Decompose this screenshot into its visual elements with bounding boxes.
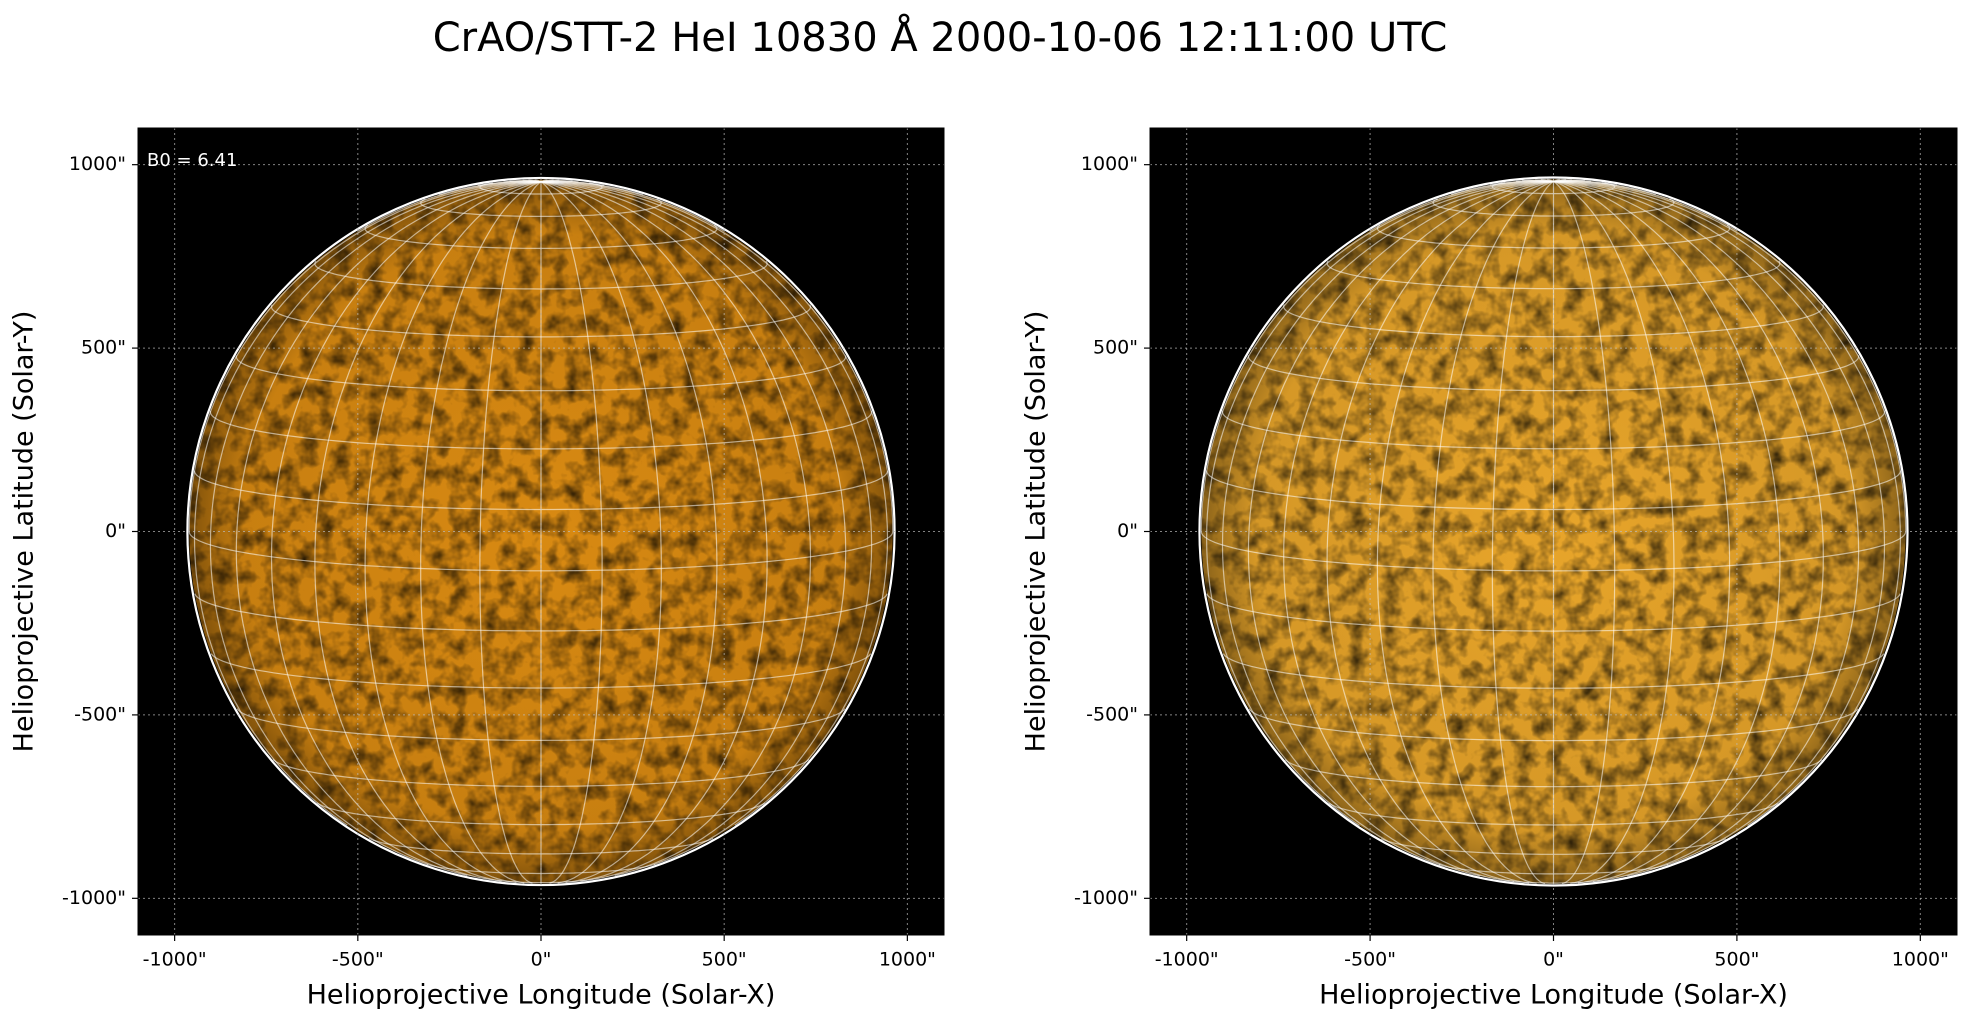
heliographic-grid [1326,180,1554,883]
x-tick-label: 0" [1543,949,1564,971]
heliographic-grid [1553,180,1781,883]
heliographic-grid [1553,178,1560,183]
axes [138,128,944,935]
heliographic-grid [236,708,846,742]
heliographic-grid [1284,759,1823,788]
heliographic-grid [235,355,847,392]
y-tick-label: 500" [1093,337,1138,359]
heliographic-grid [494,879,588,884]
heliographic-grid [270,181,542,881]
x-tick-label: -1000" [1155,949,1219,971]
solar-limb [1198,176,1909,887]
x-tick-label: -1000" [143,949,207,971]
heliographic-grid [540,181,889,826]
heliographic-grid [420,198,662,217]
heliographic-grid [479,181,542,884]
x-tick-label: 1000" [879,949,936,971]
y-tick-label: 0" [1117,520,1138,542]
y-tick-label: -1000" [62,887,126,909]
y-tick-label: 500" [81,337,126,359]
heliographic-grid [540,181,847,877]
y-axis-label: Helioprojective Latitude (Solar-Y) [1021,311,1052,753]
x-tick-label: 500" [702,949,747,971]
heliographic-grid [1376,180,1554,884]
heliographic-grid [540,181,662,884]
y-tick-label: -1000" [1074,887,1138,909]
heliographic-grid [1206,593,1901,632]
y-tick-label: 1000" [1081,153,1138,175]
heliographic-grid [1553,180,1907,532]
heliographic-grid [540,181,718,884]
heliographic-grid [1553,180,1860,877]
heliographic-grid [540,181,894,532]
heliographic-grid [1432,180,1554,884]
heliographic-grid [1553,180,1731,884]
y-tick-label: 0" [105,520,126,542]
heliographic-grid [1283,180,1554,882]
heliographic-grid [540,181,603,884]
y-tick-label: -500" [74,703,126,725]
heliographic-grid [1553,180,1824,882]
x-axis-label: Helioprojective Longitude (Solar-X) [307,980,776,1011]
heliographic-grid [1248,708,1859,742]
heliographic-grid [1200,531,1907,572]
y-axis-label: Helioprojective Latitude (Solar-Y) [9,311,40,753]
y-tick-label: -500" [1086,703,1138,725]
heliographic-grid [193,181,542,826]
heliographic-grid [272,758,810,787]
heliographic-grid [1247,355,1860,392]
heliographic-grid [540,181,768,882]
heliographic-grid [1200,180,1554,532]
x-axis-label: Helioprojective Longitude (Solar-X) [1319,980,1788,1011]
x-tick-label: -500" [332,949,384,971]
heliographic-grid [1247,180,1554,877]
heliographic-grid [270,304,812,338]
heliographic-grid [364,181,542,884]
heliographic-grid [540,181,812,881]
heliographic-grid [1491,181,1554,885]
heliographic-grid [540,179,548,183]
annotation: B0 = 6.41 [147,150,237,171]
y-tick-label: 1000" [69,153,126,175]
x-tick-label: 0" [531,949,552,971]
heliographic-grid [420,181,542,884]
heliographic-grid [1432,198,1675,217]
heliographic-grid [1553,180,1902,826]
axes-frame [137,127,945,936]
heliographic-grid [314,181,542,882]
axes-frame [1149,127,1958,936]
x-tick-label: 1000" [1892,949,1949,971]
heliographic-grid [1553,181,1616,885]
heliographic-grid [235,181,542,877]
heliographic-grid [1553,180,1675,884]
heliographic-grid [1205,180,1554,826]
heliographic-grid [188,181,542,532]
heliographic-grid [1283,304,1824,338]
axes [1150,128,1957,935]
figure-title: CrAO/STT-2 HeI 10830 Å 2000-10-06 12:11:… [433,13,1448,61]
heliographic-grid [188,531,894,572]
heliographic-grid [194,593,888,632]
x-tick-label: -500" [1344,949,1396,971]
x-tick-label: 500" [1714,949,1759,971]
